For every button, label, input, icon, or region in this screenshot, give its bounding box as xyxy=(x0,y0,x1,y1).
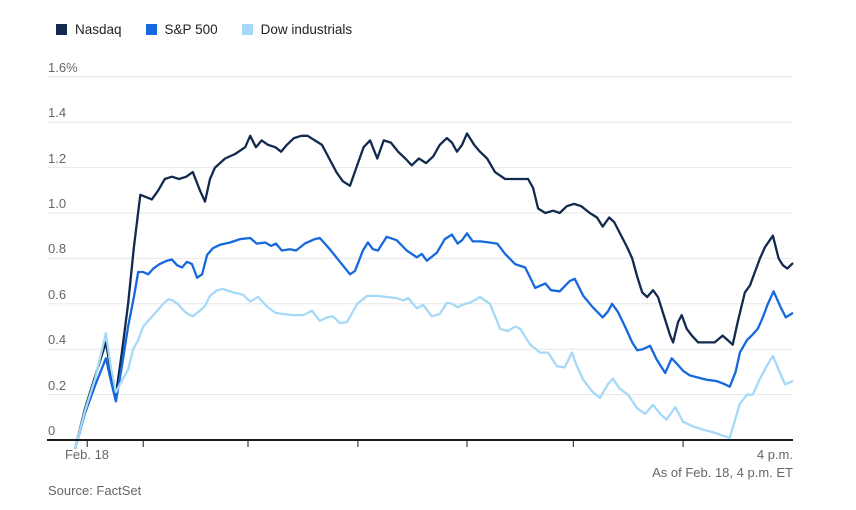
legend-item-dow-industrials: Dow industrials xyxy=(241,22,353,37)
y-axis-label: 0.6 xyxy=(48,286,67,302)
x-axis-end-label: 4 p.m. xyxy=(756,447,793,462)
legend-swatch-icon xyxy=(145,24,157,35)
chart-legend: Nasdaq S&P 500 Dow industrials xyxy=(56,22,352,37)
series-line-nasdaq xyxy=(73,132,794,450)
series-line-dow-industrials xyxy=(73,287,794,450)
legend-item-nasdaq: Nasdaq xyxy=(56,22,122,37)
source-note: Source: FactSet xyxy=(48,483,142,498)
legend-swatch-icon xyxy=(241,24,253,35)
x-axis-start-label: Feb. 18 xyxy=(64,447,110,462)
as-of-note: As of Feb. 18, 4 p.m. ET xyxy=(652,465,793,480)
y-axis-label: 0.8 xyxy=(48,241,67,257)
legend-label: Dow industrials xyxy=(260,22,353,37)
legend-label: Nasdaq xyxy=(75,22,122,37)
y-axis-label: 0.2 xyxy=(48,377,67,393)
y-axis-label: 1.6% xyxy=(48,59,78,75)
legend-item-s-p-500: S&P 500 xyxy=(145,22,218,37)
y-axis-label: 0 xyxy=(48,423,56,438)
y-axis-label: 1.2 xyxy=(48,150,67,166)
legend-label: S&P 500 xyxy=(164,22,218,37)
legend-swatch-icon xyxy=(56,24,67,35)
y-axis-label: 0.4 xyxy=(48,332,67,348)
y-axis-label: 1.4 xyxy=(48,105,67,121)
series-line-s-p-500 xyxy=(73,232,794,450)
y-axis-label: 1.0 xyxy=(48,196,67,211)
